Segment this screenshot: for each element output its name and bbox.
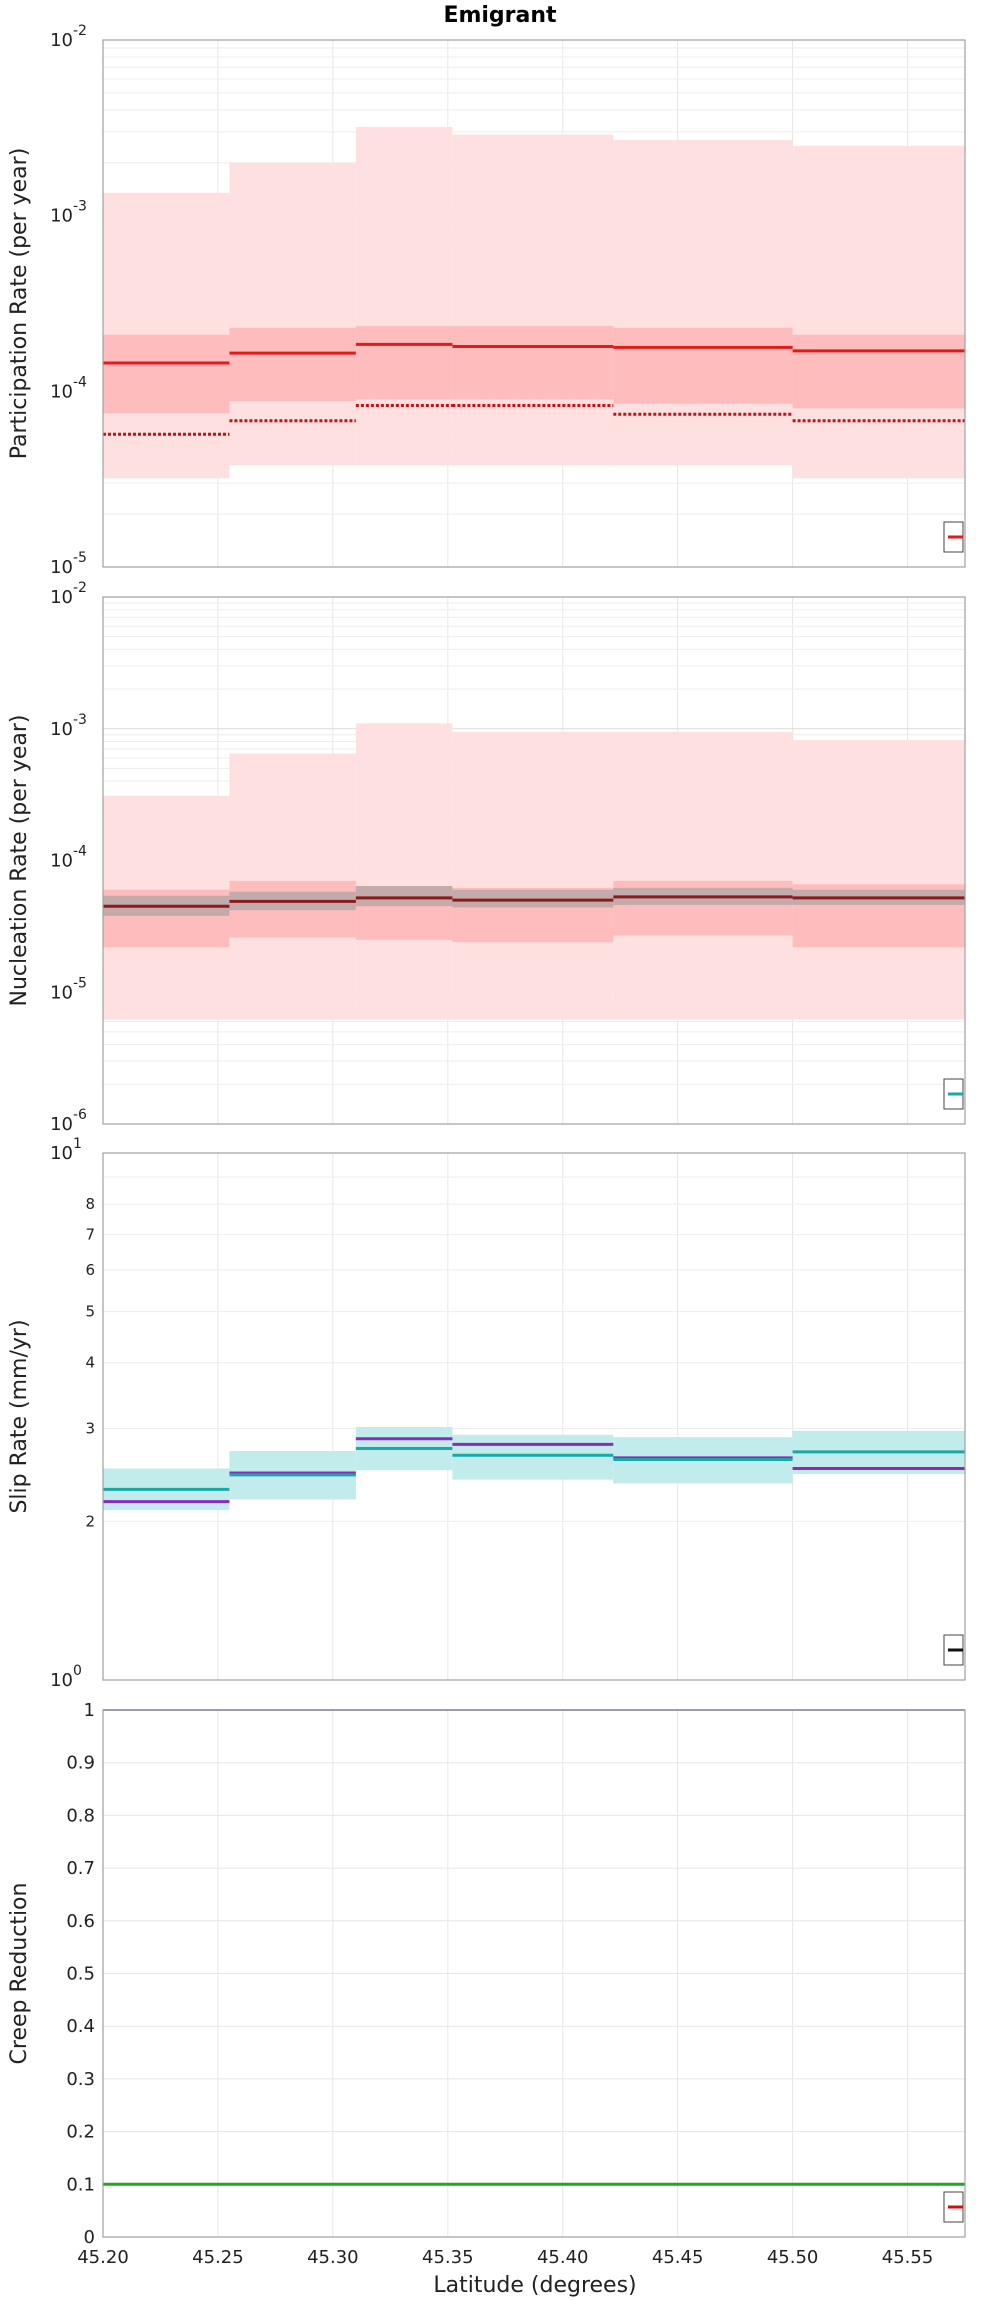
y-tick-exponent: -6 [73,1107,87,1123]
y-tick-label: 10 -5 [50,550,87,578]
y-minor-tick-label: 2 [85,1512,95,1530]
x-tick-label: 45.50 [767,2247,819,2268]
x-tick-label: 45.35 [422,2247,474,2268]
y-tick-label: 0.6 [66,1911,95,1932]
x-tick-label: 45.25 [192,2247,244,2268]
y-tick-label: 10 -2 [50,580,87,608]
y-tick-exponent: -2 [73,580,87,596]
y-tick-exponent: -4 [73,374,87,390]
y-tick-label: 0.7 [66,1858,95,1879]
legend [943,2191,964,2223]
y-tick-label: 1 [84,1700,95,1721]
outer-band-1 [229,162,356,466]
y-tick-exponent: -5 [73,975,87,991]
gray-band-2 [355,886,453,907]
x-tick-label: 45.45 [652,2247,704,2268]
x-tick-label: 45.40 [537,2247,589,2268]
slip-band-3 [452,1434,614,1480]
y-minor-tick-label: 4 [85,1354,95,1372]
y-tick-label: 10 -4 [50,844,87,872]
y-tick-base: 10 [50,30,73,51]
y-tick-label: 0 [84,2227,95,2248]
y-tick-label: 0.4 [66,2016,95,2037]
outer-band-4 [613,139,793,466]
y-tick-label: 10 0 [50,1663,82,1691]
y-tick-base: 10 [50,1143,73,1164]
y-tick-base: 10 [50,851,73,872]
inner-band-2 [355,326,453,400]
y-minor-tick-label: 3 [85,1420,95,1438]
y-minor-tick-label: 6 [85,1261,95,1279]
x-tick-label: 45.20 [77,2247,129,2268]
y-axis-label: Nucleation Rate (per year) [7,715,32,1007]
y-tick-label: 0.5 [66,1964,95,1985]
outer-band-3 [452,134,614,466]
plot-frame [102,39,966,568]
legend [943,1634,964,1666]
y-axis-label: Slip Rate (mm/yr) [7,1319,32,1513]
y-axis-label: Participation Rate (per year) [7,148,32,460]
y-tick-base: 10 [50,1114,73,1135]
y-tick-label: 10 -5 [50,975,87,1003]
plot-frame [102,1709,966,2238]
y-tick-exponent: -5 [73,550,87,566]
x-axis-label: Latitude (degrees) [433,2273,636,2298]
figure-title: Emigrant [443,3,557,28]
legend [943,521,964,553]
y-tick-label: 10 -2 [50,23,87,51]
inner-band-1 [229,327,356,402]
y-minor-tick-label: 5 [85,1303,95,1321]
y-minor-tick-label: 7 [85,1226,95,1244]
y-tick-base: 10 [50,982,73,1003]
y-tick-base: 10 [50,206,73,227]
y-tick-base: 10 [50,1670,73,1691]
y-tick-label: 10 -3 [50,712,87,740]
y-tick-label: 10 -3 [50,199,87,227]
outer-band-5 [792,740,965,1020]
x-tick-label: 45.30 [307,2247,359,2268]
y-tick-exponent: -3 [73,712,87,728]
y-tick-label: 10 -4 [50,374,87,402]
inner-band-5 [792,334,965,409]
y-tick-label: 10 -6 [50,1107,87,1135]
y-tick-base: 10 [50,381,73,402]
y-tick-label: 10 1 [50,1136,82,1164]
legend [943,1078,964,1110]
y-tick-label: 0.8 [66,1805,95,1826]
y-tick-label: 0.3 [66,2069,95,2090]
y-tick-exponent: 0 [73,1663,82,1679]
plot-area [103,1153,965,1680]
y-tick-exponent: -3 [73,199,87,215]
y-minor-tick-label: 8 [85,1195,95,1213]
inner-band-3 [452,326,614,400]
y-tick-label: 0.1 [66,2174,95,2195]
y-tick-base: 10 [50,719,73,740]
y-tick-label: 0.2 [66,2122,95,2143]
x-tick-label: 45.55 [882,2247,934,2268]
y-tick-base: 10 [50,557,73,578]
plot-frame [102,596,966,1125]
y-axis-label: Creep Reduction [7,1883,32,2065]
outer-band-2 [355,723,453,1020]
y-tick-exponent: -4 [73,844,87,860]
outer-band-3 [452,731,614,1020]
outer-band-5 [792,145,965,479]
outer-band-4 [613,731,793,1020]
y-tick-base: 10 [50,587,73,608]
inner-band-4 [613,327,793,404]
panel-creep: 45.20 45.25 45.30 45.35 45.40 45.45 45.50 45.55… [7,1700,966,2268]
outer-band-2 [355,126,453,466]
gray-band-3 [452,889,614,908]
y-tick-exponent: -2 [73,23,87,39]
plot-frame [102,1152,966,1681]
y-tick-label: 0.9 [66,1753,95,1774]
y-tick-exponent: 1 [73,1136,82,1152]
inner-band-0 [103,334,230,414]
